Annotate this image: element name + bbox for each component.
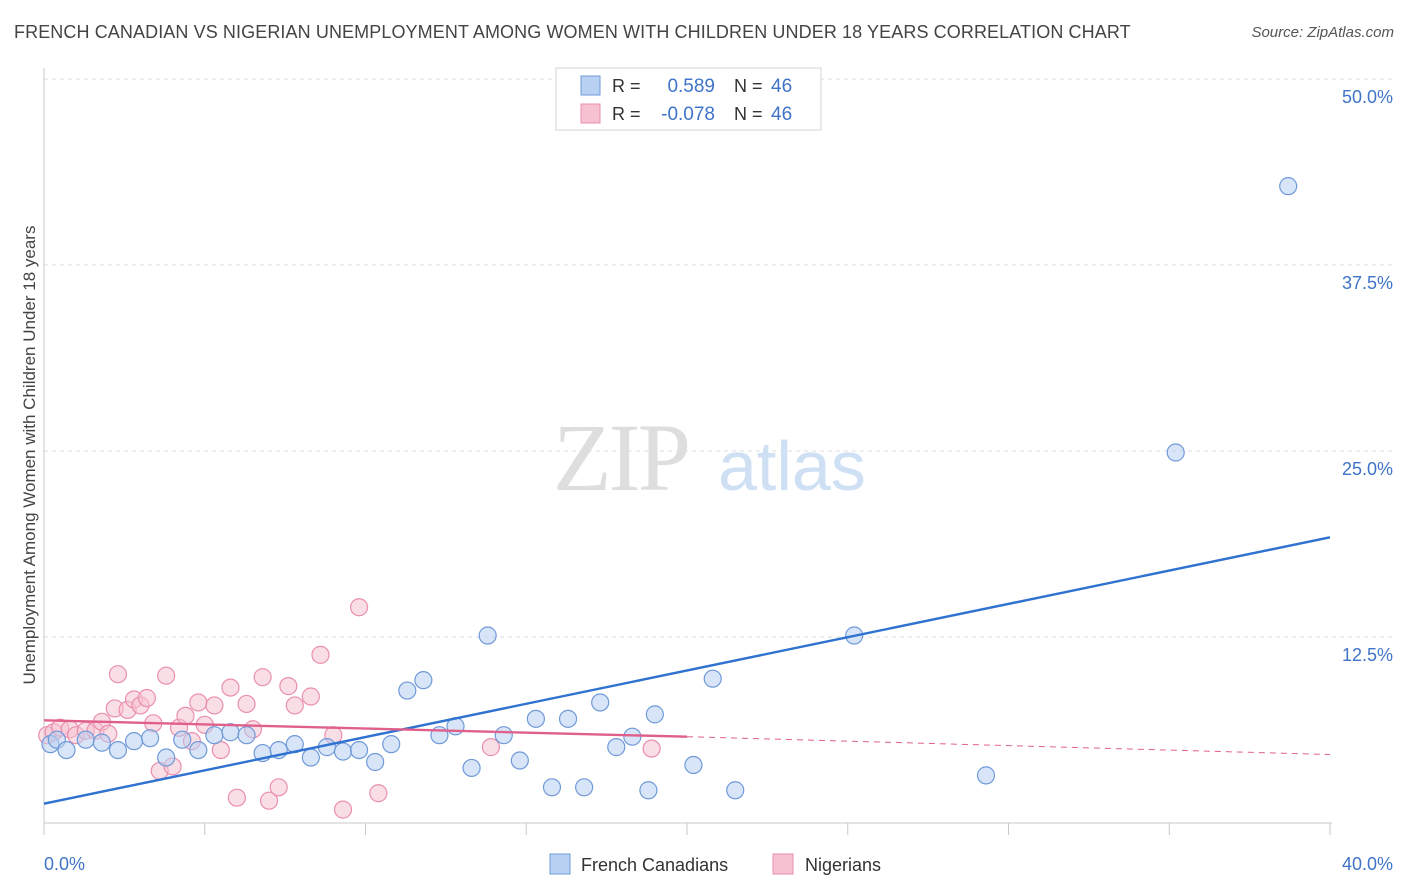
french-canadian-point: [558, 709, 578, 728]
nigerian-point: [349, 598, 369, 617]
french-canadian-point: [366, 752, 385, 772]
watermark-atlas: atlas: [718, 427, 866, 505]
nigerian-point: [137, 688, 156, 708]
x-tick-label-min: 0.0%: [44, 854, 85, 874]
french-canadian-point: [1166, 443, 1185, 462]
french-canadian-point: [462, 758, 481, 778]
french-canadian-point: [57, 740, 76, 760]
bottom-legend: French Canadians Nigerians: [549, 853, 881, 875]
nigerian-point: [237, 694, 256, 714]
french-canadian-point: [1279, 177, 1298, 196]
french-canadian-point: [976, 766, 996, 785]
french-canadian-point: [173, 730, 192, 749]
legend-r-value-nigerian: -0.078: [661, 104, 715, 125]
legend-swatch-nigerians: [580, 103, 601, 124]
chart-source: Source: ZipAtlas.com: [1251, 24, 1394, 41]
y-tick-label: 37.5%: [1342, 273, 1393, 293]
french-canadian-point: [382, 735, 401, 754]
nigerian-point: [269, 778, 288, 797]
legend-n-label-french: N =: [734, 76, 763, 96]
nigerians-trend-line-extension: [686, 736, 1331, 756]
bottom-legend-swatch-nigerians: [772, 853, 794, 875]
legend-n-value-french: 46: [771, 76, 792, 97]
french-canadian-point: [124, 732, 144, 751]
y-tick-label: 12.5%: [1342, 645, 1393, 665]
axes: [43, 68, 1332, 824]
nigerian-point: [221, 678, 240, 697]
french-canadian-point: [237, 726, 256, 745]
legend: R = 0.589 N = 46 R = -0.078 N = 46: [555, 67, 822, 131]
french-canadian-point: [639, 781, 658, 800]
nigerian-point: [333, 800, 353, 819]
nigerians-points: [38, 598, 661, 819]
nigerian-point: [301, 687, 320, 706]
french-canadian-point: [591, 693, 610, 712]
french-canadian-point: [494, 726, 513, 745]
x-tick-labels: 0.0% 40.0%: [44, 854, 1393, 874]
nigerian-point: [253, 668, 272, 687]
nigerian-point: [369, 784, 388, 803]
y-tick-labels: 12.5% 25.0% 37.5% 50.0%: [1342, 87, 1393, 665]
french-canadian-point: [645, 705, 664, 724]
nigerian-point: [481, 738, 500, 757]
french-canadian-point: [414, 671, 433, 690]
french-canadian-point: [108, 740, 128, 760]
french-canadian-point: [189, 740, 208, 760]
nigerian-point: [176, 706, 195, 725]
french-canadians-trend-line: [43, 536, 1331, 805]
legend-r-label-nigerian: R =: [612, 104, 641, 124]
nigerian-point: [227, 788, 246, 807]
watermark: ZIP atlas: [553, 404, 866, 511]
legend-n-value-nigerian: 46: [771, 104, 792, 125]
chart-title: FRENCH CANADIAN VS NIGERIAN UNEMPLOYMENT…: [14, 22, 1131, 42]
french-canadian-point: [526, 709, 545, 728]
trend-lines: [43, 536, 1331, 805]
french-canadian-point: [478, 626, 497, 645]
nigerians-trend-line: [43, 719, 688, 738]
nigerian-point: [642, 739, 661, 758]
french-canadian-point: [726, 781, 745, 800]
french-canadian-point: [140, 729, 160, 748]
y-tick-label: 25.0%: [1342, 459, 1393, 479]
french-canadian-point: [92, 733, 111, 752]
french-canadian-point: [301, 748, 320, 767]
french-canadian-point: [157, 748, 176, 767]
bottom-legend-label-french-canadians: French Canadians: [581, 855, 728, 875]
nigerian-point: [205, 696, 224, 715]
nigerian-point: [311, 645, 330, 664]
french-canadian-point: [703, 669, 722, 688]
legend-swatch-french-canadians: [580, 75, 601, 96]
legend-n-label-nigerian: N =: [734, 104, 763, 124]
french-canadian-point: [76, 730, 95, 749]
french-canadian-point: [623, 727, 642, 746]
nigerian-point: [189, 693, 208, 712]
french-canadian-point: [684, 755, 703, 775]
nigerian-point: [279, 677, 298, 696]
legend-r-value-french: 0.589: [667, 76, 715, 97]
french-canadian-point: [607, 738, 626, 757]
french-canadian-point: [575, 778, 594, 797]
nigerian-point: [157, 666, 176, 685]
bottom-legend-swatch-french-canadians: [549, 853, 571, 875]
nigerian-point: [259, 791, 279, 810]
nigerian-point: [108, 665, 128, 684]
nigerian-point: [285, 696, 304, 715]
x-tick-label-max: 40.0%: [1342, 854, 1393, 874]
legend-r-label-french: R =: [612, 76, 641, 96]
bottom-legend-label-nigerians: Nigerians: [805, 855, 881, 875]
watermark-zip: ZIP: [553, 404, 688, 511]
french-canadian-point: [333, 742, 353, 761]
french-canadians-points: [41, 177, 1298, 800]
french-canadian-point: [542, 778, 562, 797]
french-canadian-point: [205, 726, 224, 745]
y-tick-label: 50.0%: [1342, 87, 1393, 107]
french-canadian-point: [510, 751, 529, 770]
french-canadian-point: [349, 740, 369, 760]
french-canadian-point: [398, 681, 417, 700]
